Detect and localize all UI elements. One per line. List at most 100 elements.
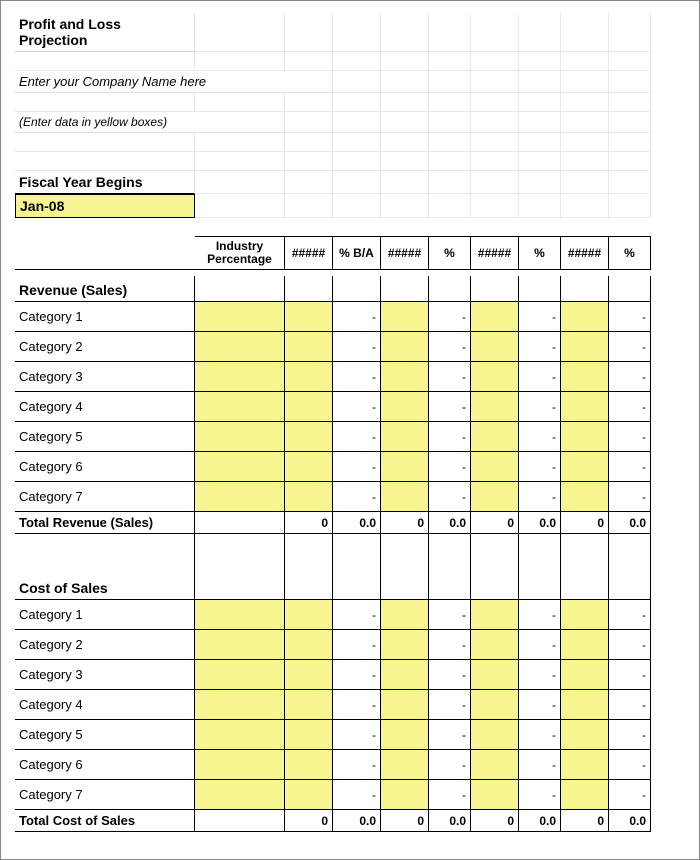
data-input-cell[interactable] — [285, 362, 333, 392]
data-input-cell[interactable] — [195, 362, 285, 392]
data-input-cell[interactable] — [561, 660, 609, 690]
data-input-cell[interactable] — [381, 600, 429, 630]
data-input-cell[interactable] — [285, 780, 333, 810]
data-input-cell[interactable] — [285, 720, 333, 750]
empty-cell — [561, 171, 609, 194]
row-label: Category 5 — [15, 720, 195, 750]
data-input-cell[interactable] — [381, 422, 429, 452]
total-cell: 0.0 — [609, 810, 651, 832]
data-input-cell[interactable] — [381, 750, 429, 780]
data-input-cell[interactable] — [285, 332, 333, 362]
data-input-cell[interactable] — [471, 362, 519, 392]
data-input-cell[interactable] — [471, 630, 519, 660]
data-input-cell[interactable] — [561, 720, 609, 750]
data-input-cell[interactable] — [195, 482, 285, 512]
empty-cell — [195, 93, 285, 112]
column-header: % — [429, 236, 471, 270]
data-input-cell[interactable] — [471, 332, 519, 362]
data-input-cell[interactable] — [471, 302, 519, 332]
empty-cell — [519, 194, 561, 218]
data-input-cell[interactable] — [195, 332, 285, 362]
data-input-cell[interactable] — [285, 660, 333, 690]
data-input-cell[interactable] — [381, 362, 429, 392]
data-input-cell[interactable] — [561, 362, 609, 392]
total-cell: 0.0 — [519, 810, 561, 832]
data-input-cell[interactable] — [471, 780, 519, 810]
data-input-cell[interactable] — [195, 750, 285, 780]
data-input-cell[interactable] — [561, 750, 609, 780]
data-input-cell[interactable] — [471, 720, 519, 750]
computed-cell: - — [519, 482, 561, 512]
computed-cell: - — [519, 302, 561, 332]
data-input-cell[interactable] — [195, 302, 285, 332]
data-input-cell[interactable] — [561, 780, 609, 810]
data-input-cell[interactable] — [381, 392, 429, 422]
data-input-cell[interactable] — [381, 690, 429, 720]
computed-cell: - — [609, 630, 651, 660]
column-header: ##### — [561, 236, 609, 270]
computed-cell: - — [519, 750, 561, 780]
data-input-cell[interactable] — [195, 780, 285, 810]
data-input-cell[interactable] — [471, 690, 519, 720]
data-input-cell[interactable] — [471, 600, 519, 630]
data-input-cell[interactable] — [285, 392, 333, 422]
empty-cell — [609, 276, 651, 302]
data-input-cell[interactable] — [471, 392, 519, 422]
data-input-cell[interactable] — [561, 600, 609, 630]
data-input-cell[interactable] — [471, 660, 519, 690]
empty-cell — [561, 276, 609, 302]
empty-cell — [609, 574, 651, 600]
data-input-cell[interactable] — [561, 630, 609, 660]
data-input-cell[interactable] — [561, 392, 609, 422]
data-input-cell[interactable] — [381, 332, 429, 362]
data-input-cell[interactable] — [285, 750, 333, 780]
data-input-cell[interactable] — [561, 422, 609, 452]
data-input-cell[interactable] — [381, 720, 429, 750]
empty-cell — [15, 93, 195, 112]
data-input-cell[interactable] — [195, 422, 285, 452]
empty-cell — [519, 13, 561, 52]
data-input-cell[interactable] — [195, 690, 285, 720]
data-input-cell[interactable] — [285, 600, 333, 630]
computed-cell: - — [333, 750, 381, 780]
data-input-cell[interactable] — [195, 720, 285, 750]
data-input-cell[interactable] — [285, 452, 333, 482]
data-input-cell[interactable] — [471, 482, 519, 512]
data-input-cell[interactable] — [285, 482, 333, 512]
empty-cell — [471, 574, 519, 600]
data-input-cell[interactable] — [381, 660, 429, 690]
data-input-cell[interactable] — [195, 392, 285, 422]
fiscal-year-input[interactable]: Jan-08 — [15, 194, 195, 218]
data-input-cell[interactable] — [285, 422, 333, 452]
data-input-cell[interactable] — [195, 660, 285, 690]
data-input-cell[interactable] — [381, 482, 429, 512]
data-input-cell[interactable] — [381, 630, 429, 660]
data-input-cell[interactable] — [471, 422, 519, 452]
row-label: Category 5 — [15, 422, 195, 452]
empty-cell — [609, 52, 651, 71]
data-input-cell[interactable] — [285, 690, 333, 720]
empty-cell — [333, 133, 381, 152]
data-input-cell[interactable] — [561, 332, 609, 362]
data-input-cell[interactable] — [381, 302, 429, 332]
empty-cell — [333, 534, 381, 554]
data-input-cell[interactable] — [195, 452, 285, 482]
empty-cell — [561, 574, 609, 600]
empty-cell — [15, 554, 195, 574]
data-input-cell[interactable] — [381, 452, 429, 482]
company-name-input[interactable]: Enter your Company Name here — [15, 71, 333, 93]
data-input-cell[interactable] — [561, 302, 609, 332]
data-input-cell[interactable] — [195, 630, 285, 660]
data-input-cell[interactable] — [471, 452, 519, 482]
data-input-cell[interactable] — [381, 780, 429, 810]
data-input-cell[interactable] — [285, 302, 333, 332]
data-input-cell[interactable] — [561, 482, 609, 512]
data-input-cell[interactable] — [561, 690, 609, 720]
data-input-cell[interactable] — [561, 452, 609, 482]
spreadsheet-page: Profit and Loss Projection Enter your Co… — [0, 0, 700, 860]
data-input-cell[interactable] — [285, 630, 333, 660]
data-input-cell[interactable] — [195, 600, 285, 630]
spreadsheet-grid: Profit and Loss Projection Enter your Co… — [15, 13, 685, 832]
data-input-cell[interactable] — [471, 750, 519, 780]
computed-cell: - — [609, 332, 651, 362]
